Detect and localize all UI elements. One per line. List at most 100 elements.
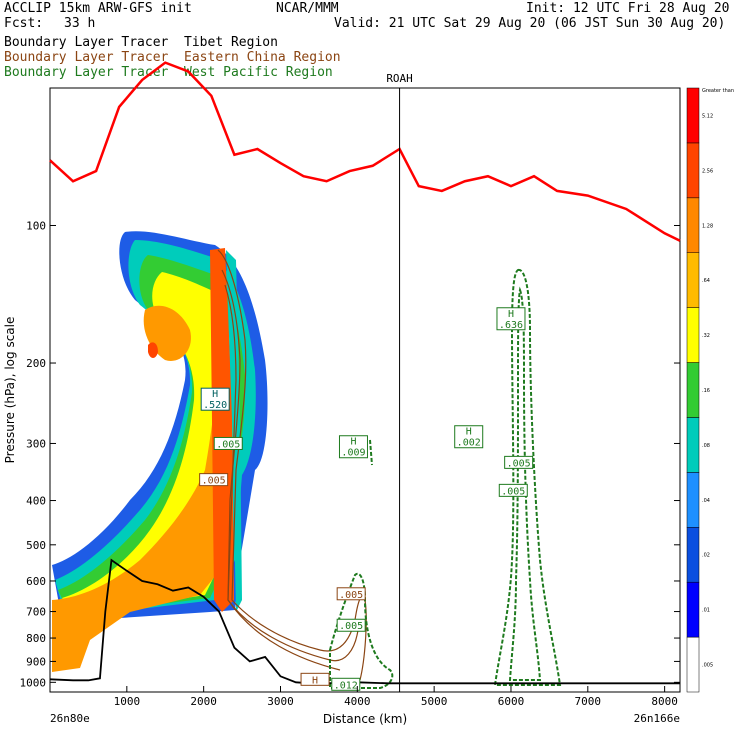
terrain-line: [49, 558, 680, 685]
x-tick-label: 7000: [575, 695, 602, 708]
colorbar-level-label: 1.28: [702, 223, 713, 229]
colorbar-level-label: .01: [702, 608, 710, 614]
colorbar-segment: [686, 307, 700, 363]
eastern-contour-2: [221, 269, 359, 662]
terrain-polyline: [49, 558, 680, 685]
contour-label-value: .005: [339, 590, 363, 601]
contour-label-box: [300, 672, 330, 686]
wpac-contour-mid: [369, 439, 373, 466]
contour-label-value: .005: [507, 458, 531, 469]
contour-label-box: [331, 677, 361, 691]
contour-label: .012: [331, 677, 361, 691]
contour-label-box: [336, 618, 366, 632]
legend-tibet: Boundary Layer Tracer Tibet Region: [4, 35, 278, 50]
x-axis-label: Distance (km): [323, 712, 407, 726]
tropopause-line: [49, 61, 681, 242]
contour-label-box: [199, 473, 229, 487]
colorbar-level-label: 5.12: [702, 113, 713, 119]
contour-label: .005: [504, 455, 534, 469]
wpac-contour-inner: [508, 286, 542, 681]
y-tick-label: 100: [26, 220, 46, 233]
contour-label: H: [300, 672, 330, 686]
colorbar-level-label: .32: [702, 333, 710, 339]
contour-label: .005: [336, 618, 366, 632]
contour-label-value: .005: [339, 621, 363, 632]
contour-label-high: H: [312, 675, 318, 686]
y-tick-label: 1000: [20, 676, 47, 689]
contour-label: H.520: [200, 387, 230, 411]
colorbar-level-label: .005: [702, 663, 713, 669]
fcst-value: 33 h: [64, 16, 96, 31]
contour-label-value: .005: [501, 486, 525, 497]
contour-label-value: .005: [216, 439, 240, 450]
contour-label: H.636: [496, 307, 526, 331]
y-tick-label: 600: [26, 575, 46, 588]
contour-label-box: [200, 387, 230, 411]
left-endpoint: 26n80e: [50, 712, 90, 725]
colorbar-level-label: .02: [702, 553, 710, 559]
contour-label: .005: [336, 587, 366, 601]
model-title: ACCLIP 15km ARW-GFS init: [4, 1, 192, 16]
tracer-plume-redorange: [148, 342, 158, 358]
y-tick-label: 900: [26, 655, 46, 668]
x-tick-label: 3000: [267, 695, 294, 708]
colorbar-segment: [686, 197, 700, 253]
x-tick-label: 4000: [344, 695, 371, 708]
colorbar-segment: [686, 362, 700, 418]
colorbar-segment: [686, 472, 700, 528]
contour-label-box: [504, 455, 534, 469]
colorbar-segment: [686, 527, 700, 583]
contour-label-value: .002: [457, 438, 481, 449]
y-tick-label: 300: [26, 437, 46, 450]
contour-label: H.002: [454, 425, 484, 449]
contour-label: .005: [199, 473, 229, 487]
plot-frame: [49, 87, 681, 693]
colorbar-level-label: .08: [702, 443, 710, 449]
contour-label-box: [338, 435, 368, 459]
fcst-label: Fcst:: [4, 16, 44, 31]
colorbar-level-label: .04: [702, 498, 710, 504]
contour-label-box: [336, 587, 366, 601]
y-tick-label: 500: [26, 539, 46, 552]
contour-label-high: H: [350, 437, 356, 448]
wpac-contour-outer: [493, 268, 562, 686]
x-tick-label: 6000: [498, 695, 525, 708]
x-axis-ticks: 1000 2000 3000 4000 5000 6000 7000 8000: [49, 686, 678, 708]
contour-label: H.009: [338, 435, 368, 459]
contour-label-value: .012: [334, 680, 358, 691]
tracer-plume-orange: [52, 380, 222, 672]
eastern-contour-3: [224, 284, 341, 671]
contour-labels: H.520.005.005H.009H.002H.636.005.005.005…: [199, 307, 534, 691]
tracer-core-red: [210, 248, 234, 612]
colorbar: .005 .01 .02 .04 .08 .16 .32 .64 1.28 2.56 5.12 Gre…: [686, 87, 734, 693]
contour-label-box: [498, 483, 528, 497]
y-axis-label: Pressure (hPa), log scale: [3, 317, 17, 464]
contour-label: .005: [498, 483, 528, 497]
tibet-tracer-shading: [52, 231, 268, 672]
colorbar-segment: [686, 581, 700, 638]
x-tick-label: 5000: [421, 695, 448, 708]
contour-label-value: .520: [203, 400, 227, 411]
contour-label-box: [213, 436, 243, 450]
contour-label: .005: [213, 436, 243, 450]
legend-eastern-china: Boundary Layer Tracer Eastern China Regi…: [4, 50, 341, 65]
y-axis-ticks: 100 200 300 400 500 600 700 800 900 1000: [20, 220, 680, 689]
legend-west-pacific: Boundary Layer Tracer West Pacific Regio…: [4, 65, 333, 80]
center-label: NCAR/MMM: [276, 1, 339, 16]
contour-label-value: .636: [499, 320, 523, 331]
contour-label-value: .009: [341, 448, 365, 459]
x-tick-label: 1000: [114, 695, 141, 708]
y-tick-label: 800: [26, 632, 46, 645]
x-tick-label: 2000: [190, 695, 217, 708]
right-endpoint: 26n166e: [634, 712, 680, 725]
colorbar-segment: [686, 636, 700, 693]
x-tick-label: 8000: [651, 695, 678, 708]
contour-label-box: [496, 307, 526, 331]
colorbar-segment: [686, 252, 700, 308]
colorbar-level-label: .64: [702, 278, 710, 284]
contour-label-box: [454, 425, 484, 449]
y-tick-label: 700: [26, 606, 46, 619]
contour-label-value: .005: [202, 476, 226, 487]
tropopause-polyline: [49, 61, 681, 242]
